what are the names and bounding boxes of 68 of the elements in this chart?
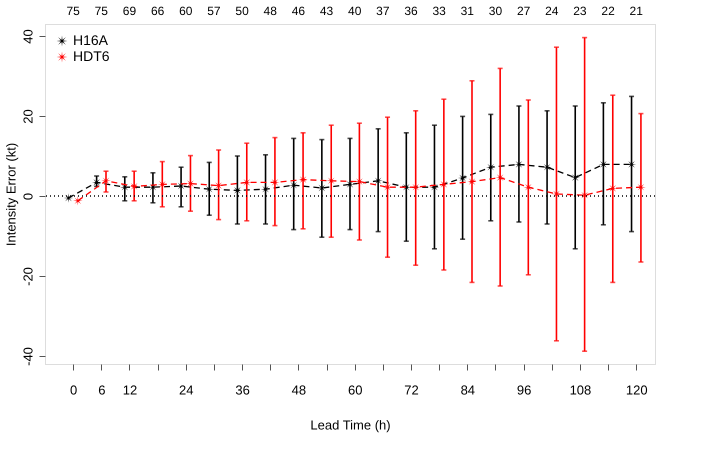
x-tick-label: 48 [292, 382, 306, 398]
text: 46 [292, 4, 306, 18]
point [458, 173, 468, 183]
point [129, 182, 139, 192]
text: 60 [179, 4, 193, 18]
point [486, 162, 496, 172]
text: 31 [460, 4, 474, 18]
point [317, 183, 327, 193]
x-tick-label: 96 [516, 382, 532, 398]
point [354, 176, 364, 186]
text: 27 [516, 4, 531, 18]
text: 50 [235, 4, 250, 18]
x-tick-label: 84 [460, 382, 476, 398]
point [552, 189, 562, 199]
point [158, 180, 168, 190]
point [73, 196, 83, 206]
y-tick-label: -40 [20, 347, 36, 366]
x-tick-label: 36 [235, 382, 250, 398]
text: 57 [207, 4, 221, 18]
point [232, 186, 242, 196]
text: 66 [150, 4, 165, 18]
point [345, 180, 355, 190]
y-tick-label: 40 [20, 29, 36, 44]
x-tick-label: 108 [570, 382, 592, 398]
text: 36 [404, 4, 418, 18]
text: 24 [545, 4, 559, 18]
text: 21 [630, 4, 644, 18]
point [626, 160, 636, 170]
text: 69 [122, 4, 136, 18]
text: 75 [66, 4, 80, 18]
point [270, 178, 280, 188]
x-tick-label: 0 [70, 382, 78, 398]
x-tick-label: 24 [179, 382, 194, 398]
text: 75 [94, 4, 108, 18]
point [186, 178, 196, 188]
y-axis-title: Intensity Error (kt) [4, 142, 18, 246]
point [214, 180, 224, 190]
x-tick-label: 72 [404, 382, 419, 398]
y-tick-label: -20 [20, 267, 36, 286]
text: 30 [488, 4, 502, 18]
text: 43 [320, 4, 334, 18]
point [439, 180, 449, 190]
text: 33 [432, 4, 446, 18]
point [598, 160, 608, 170]
text: 37 [376, 4, 390, 18]
x-tick-label: 60 [348, 382, 362, 398]
point [608, 184, 618, 194]
legend-label: H16A [73, 32, 109, 48]
x-tick-label: 120 [626, 382, 648, 398]
point [64, 193, 74, 203]
x-tick-label: 6 [98, 382, 106, 398]
text: 48 [264, 4, 278, 18]
y-tick-label: 0 [20, 192, 36, 200]
point [514, 160, 524, 170]
point [120, 182, 130, 192]
x-axis-title: Lead Time (h) [310, 418, 391, 432]
point [242, 178, 252, 188]
x-tick-label: 12 [122, 382, 138, 398]
point [570, 172, 580, 182]
point [92, 178, 102, 188]
y-tick-label: 20 [20, 109, 36, 124]
text: 40 [348, 4, 362, 18]
point [467, 176, 477, 186]
text: 23 [573, 4, 587, 18]
point [495, 172, 505, 182]
point [298, 174, 308, 184]
text: 22 [601, 4, 616, 18]
legend-label: HDT6 [73, 48, 110, 64]
